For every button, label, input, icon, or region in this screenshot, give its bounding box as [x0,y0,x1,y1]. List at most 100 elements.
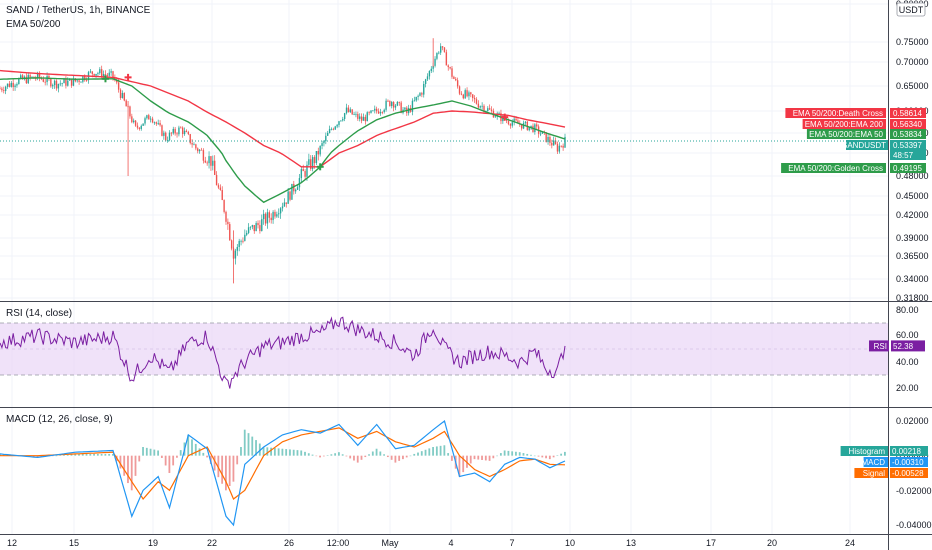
time-axis[interactable]: 12 15 19 22 26 12:00 May 4 7 10 13 17 20 24 [7,538,855,548]
candle-body [217,185,220,188]
histogram-bar [435,446,438,456]
candle-body [398,101,400,103]
rsi-title[interactable]: RSI (14, close) [6,308,72,319]
candle-body [308,159,310,165]
histogram-bar [428,448,431,456]
candle-body [379,112,382,114]
time-tick-label: 4 [448,538,453,548]
candle-body [102,74,105,78]
candle-body [327,133,329,136]
candle-body [178,127,180,135]
time-tick-label: 15 [69,538,79,548]
indicator-title[interactable]: EMA 50/200 [6,19,61,30]
candle-body [189,134,191,144]
candle-body [153,122,156,124]
histogram-bar [194,443,197,456]
candle-body [215,174,218,186]
time-tick-label: May [381,538,399,548]
candle-body [42,79,45,82]
cross-markers [101,73,509,171]
price-panel[interactable]: SAND / TetherUS, 1h, BINANCE EMA 50/200 [0,5,888,284]
histogram-bar [213,455,216,471]
candle-body [283,202,286,207]
candle-body [35,78,37,80]
candle-body [325,135,327,142]
histogram-bar [59,455,62,456]
histogram-bar [104,453,107,456]
candle-body [20,75,22,79]
candle-body [85,80,88,81]
currency-button[interactable]: USDT [896,2,926,17]
symbol-title[interactable]: SAND / TetherUS, 1h, BINANCE [6,5,151,16]
candle-body [212,160,214,166]
candle-body [84,76,86,81]
candle-body [374,108,376,111]
candle-body [70,78,73,86]
candle-body [134,120,137,126]
histogram-bar [353,455,355,461]
candle-body [219,187,222,191]
histogram-bar [307,453,310,456]
candle-body [394,105,397,108]
rsi-axis[interactable]: 80.00 60.00 40.00 20.00 [896,305,919,393]
time-tick-label: 22 [207,538,217,548]
candle-body [336,124,338,127]
candle-body [16,84,18,86]
candle-body [298,178,301,188]
histogram-bar [533,455,536,457]
histogram-bar [281,448,284,456]
candle-body [345,107,348,114]
candle-body [44,81,46,83]
histogram-bar [119,455,122,469]
histogram-bar [228,455,231,486]
candle-body [511,122,513,126]
candle-body [551,142,553,146]
histogram-bar [130,455,133,491]
histogram-bar [247,433,250,456]
candle-body [238,240,240,247]
candle-body [240,240,242,242]
candle-body [204,160,206,163]
macd-label-tag: Signal -0.00528 [854,468,928,478]
candle-body [366,112,368,122]
candle-body [114,76,116,81]
candle-body [315,151,318,164]
candle-body [391,102,393,107]
candle-body [251,225,254,227]
candle-body [445,52,448,66]
candles [0,38,566,284]
histogram-bar [168,455,171,473]
candle-body [517,120,519,124]
histogram-bar [66,454,69,456]
candle-body [146,115,148,119]
histogram-bar [187,434,190,456]
candle-body [247,227,250,233]
histogram-bar [176,455,178,458]
candle-body [466,90,468,97]
histogram-bar [236,455,239,465]
candle-body [242,240,244,242]
candle-body [296,187,299,190]
candle-body [430,68,432,71]
histogram-bar [315,455,318,457]
currency-label[interactable]: USDT [899,5,924,15]
histogram-bar [240,447,242,456]
histogram-bar [469,455,472,464]
histogram-bar [443,445,446,456]
macd-panel[interactable]: MACD (12, 26, close, 9) [0,414,566,527]
macd-title[interactable]: MACD (12, 26, close, 9) [6,414,113,425]
candle-body [470,92,472,95]
candle-body [347,107,350,113]
candle-body [125,100,127,107]
rsi-panel[interactable]: RSI (14, close) [0,308,888,389]
histogram-bar [402,455,404,460]
histogram-bar [258,443,261,456]
histogram-bar [123,455,126,476]
candle-body [385,100,387,110]
histogram-bar [262,447,265,456]
candle-body [453,76,455,79]
histogram-bar [518,452,521,456]
